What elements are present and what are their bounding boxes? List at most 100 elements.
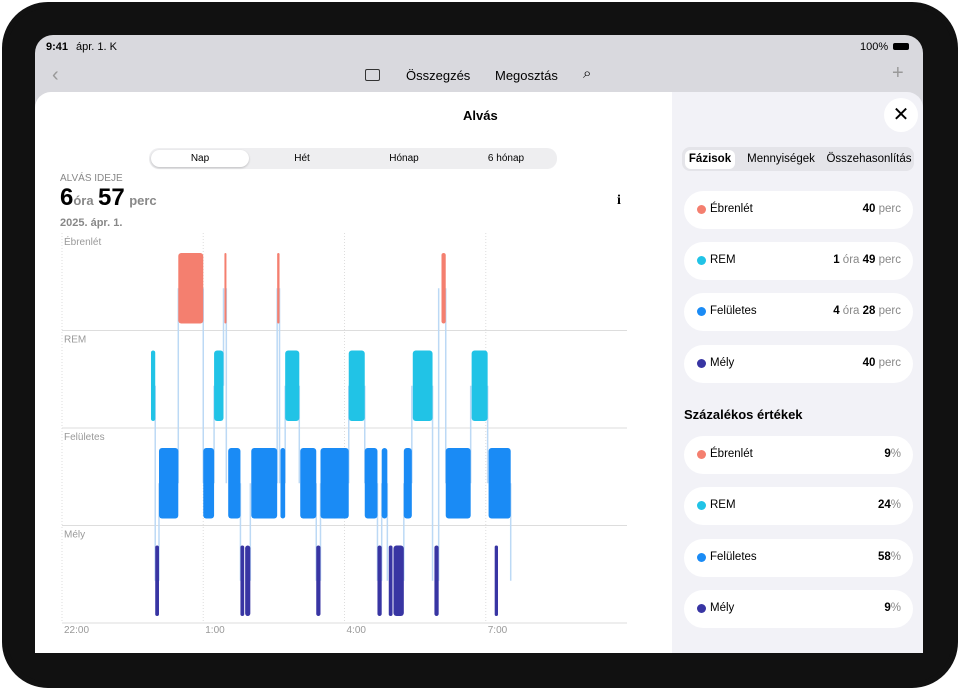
stage-label: Ébrenlét [64, 235, 101, 248]
stage-dot [697, 450, 706, 459]
sleep-segment [320, 448, 349, 519]
sleep-segment [158, 448, 179, 519]
hours-unit: óra [73, 193, 94, 208]
sleep-segment [434, 545, 439, 616]
stage-value: 1 óra 49 perc [833, 254, 901, 266]
status-time: 9:41 [46, 41, 69, 53]
sleep-segment [214, 350, 224, 421]
range-option[interactable]: 6 hónap [487, 153, 525, 164]
stage-name: Felületes [710, 551, 757, 563]
summary-value: 6óra 57 perc [60, 184, 157, 212]
add-button[interactable]: + [892, 62, 904, 84]
stage-row: REM 1 óra 49 perc [684, 242, 913, 280]
sleep-segment [285, 350, 300, 421]
stage-value: 9% [884, 448, 901, 460]
summary-date: 2025. ápr. 1. [60, 217, 123, 229]
stage-row: REM 24% [684, 487, 913, 525]
stage-value: 40 perc [863, 203, 901, 215]
stage-row: Ébrenlét 40 perc [684, 191, 913, 229]
unit: perc [878, 254, 901, 266]
range-option[interactable]: Nap [190, 153, 210, 164]
sleep-segment [348, 350, 365, 421]
range-control [149, 148, 557, 169]
unit: perc [878, 203, 901, 215]
stage-name: Ébrenlét [710, 203, 753, 215]
tab[interactable]: Összehasonlítás [826, 153, 912, 165]
unit: % [890, 602, 901, 614]
stage-value: 24% [878, 499, 901, 511]
stage-row: Mély 40 perc [684, 345, 913, 383]
stage-name: REM [710, 254, 736, 266]
stage-dot [697, 359, 706, 368]
unit: óra [842, 254, 860, 266]
sleep-segment [178, 253, 204, 324]
sleep-segment [224, 253, 227, 324]
stage-name: Mély [710, 602, 735, 614]
x-tick-label: 22:00 [64, 625, 89, 636]
stage-dot [697, 604, 706, 613]
sleep-segment [228, 448, 241, 519]
unit: perc [878, 305, 901, 317]
sleep-segment [494, 545, 498, 616]
stage-dot [697, 307, 706, 316]
unit: óra [842, 305, 860, 317]
minutes: 57 [98, 184, 125, 211]
sleep-segment [381, 448, 388, 519]
sleep-segment [277, 253, 280, 324]
sidebar-icon[interactable] [365, 69, 380, 81]
stage-dot [697, 553, 706, 562]
sleep-segment [150, 350, 156, 421]
sleep-segment [364, 448, 378, 519]
stage-label: Mély [64, 530, 85, 541]
stage-dot [697, 205, 706, 214]
status-date: ápr. 1. K [76, 41, 117, 53]
stage-value: 4 óra 28 perc [833, 305, 901, 317]
number: 28 [862, 305, 876, 317]
back-button[interactable]: ‹ [52, 64, 59, 86]
sleep-segment [445, 448, 471, 519]
sleep-segment [377, 545, 382, 616]
sleep-segment [393, 545, 404, 616]
sleep-segment [412, 350, 433, 421]
stage-row: Felületes 4 óra 28 perc [684, 293, 913, 331]
number: 40 [862, 203, 876, 215]
stage-dot [697, 256, 706, 265]
stage-name: REM [710, 499, 736, 511]
hours: 6 [60, 184, 74, 211]
range-option[interactable]: Hónap [389, 153, 419, 164]
unit: % [890, 448, 901, 460]
unit: perc [878, 357, 901, 369]
search-icon[interactable]: ⌕ [583, 65, 592, 82]
number: 9 [884, 602, 891, 614]
nav-summary[interactable]: Összegzés [406, 68, 471, 83]
info-button[interactable]: i [617, 193, 621, 208]
battery-icon [893, 43, 909, 50]
battery: 100% [860, 41, 889, 53]
stage-label: Felületes [64, 432, 105, 443]
x-tick-label: 7:00 [488, 625, 508, 636]
tab[interactable]: Mennyiségek [747, 153, 815, 165]
range-selected [151, 150, 249, 167]
stage-name: Mély [710, 357, 735, 369]
stage-value: 9% [884, 602, 901, 614]
tab[interactable]: Fázisok [688, 153, 732, 165]
nav-share[interactable]: Megosztás [495, 68, 558, 83]
stage-value: 40 perc [863, 357, 901, 369]
unit: % [890, 499, 901, 511]
close-button[interactable]: ✕ [884, 98, 918, 132]
number: 1 [833, 254, 840, 266]
number: 58 [877, 551, 891, 563]
summary-label: ALVÁS IDEJE [60, 173, 123, 184]
sleep-segment [316, 545, 321, 616]
x-tick-label: 4:00 [347, 625, 367, 636]
range-option[interactable]: Hét [294, 153, 310, 164]
sleep-segment [155, 545, 159, 616]
sleep-segment [280, 448, 286, 519]
number: 9 [884, 448, 891, 460]
sleep-segment [471, 350, 488, 421]
sheet-title: Alvás [463, 108, 498, 123]
sleep-segment [388, 545, 393, 616]
sleep-segment [251, 448, 278, 519]
